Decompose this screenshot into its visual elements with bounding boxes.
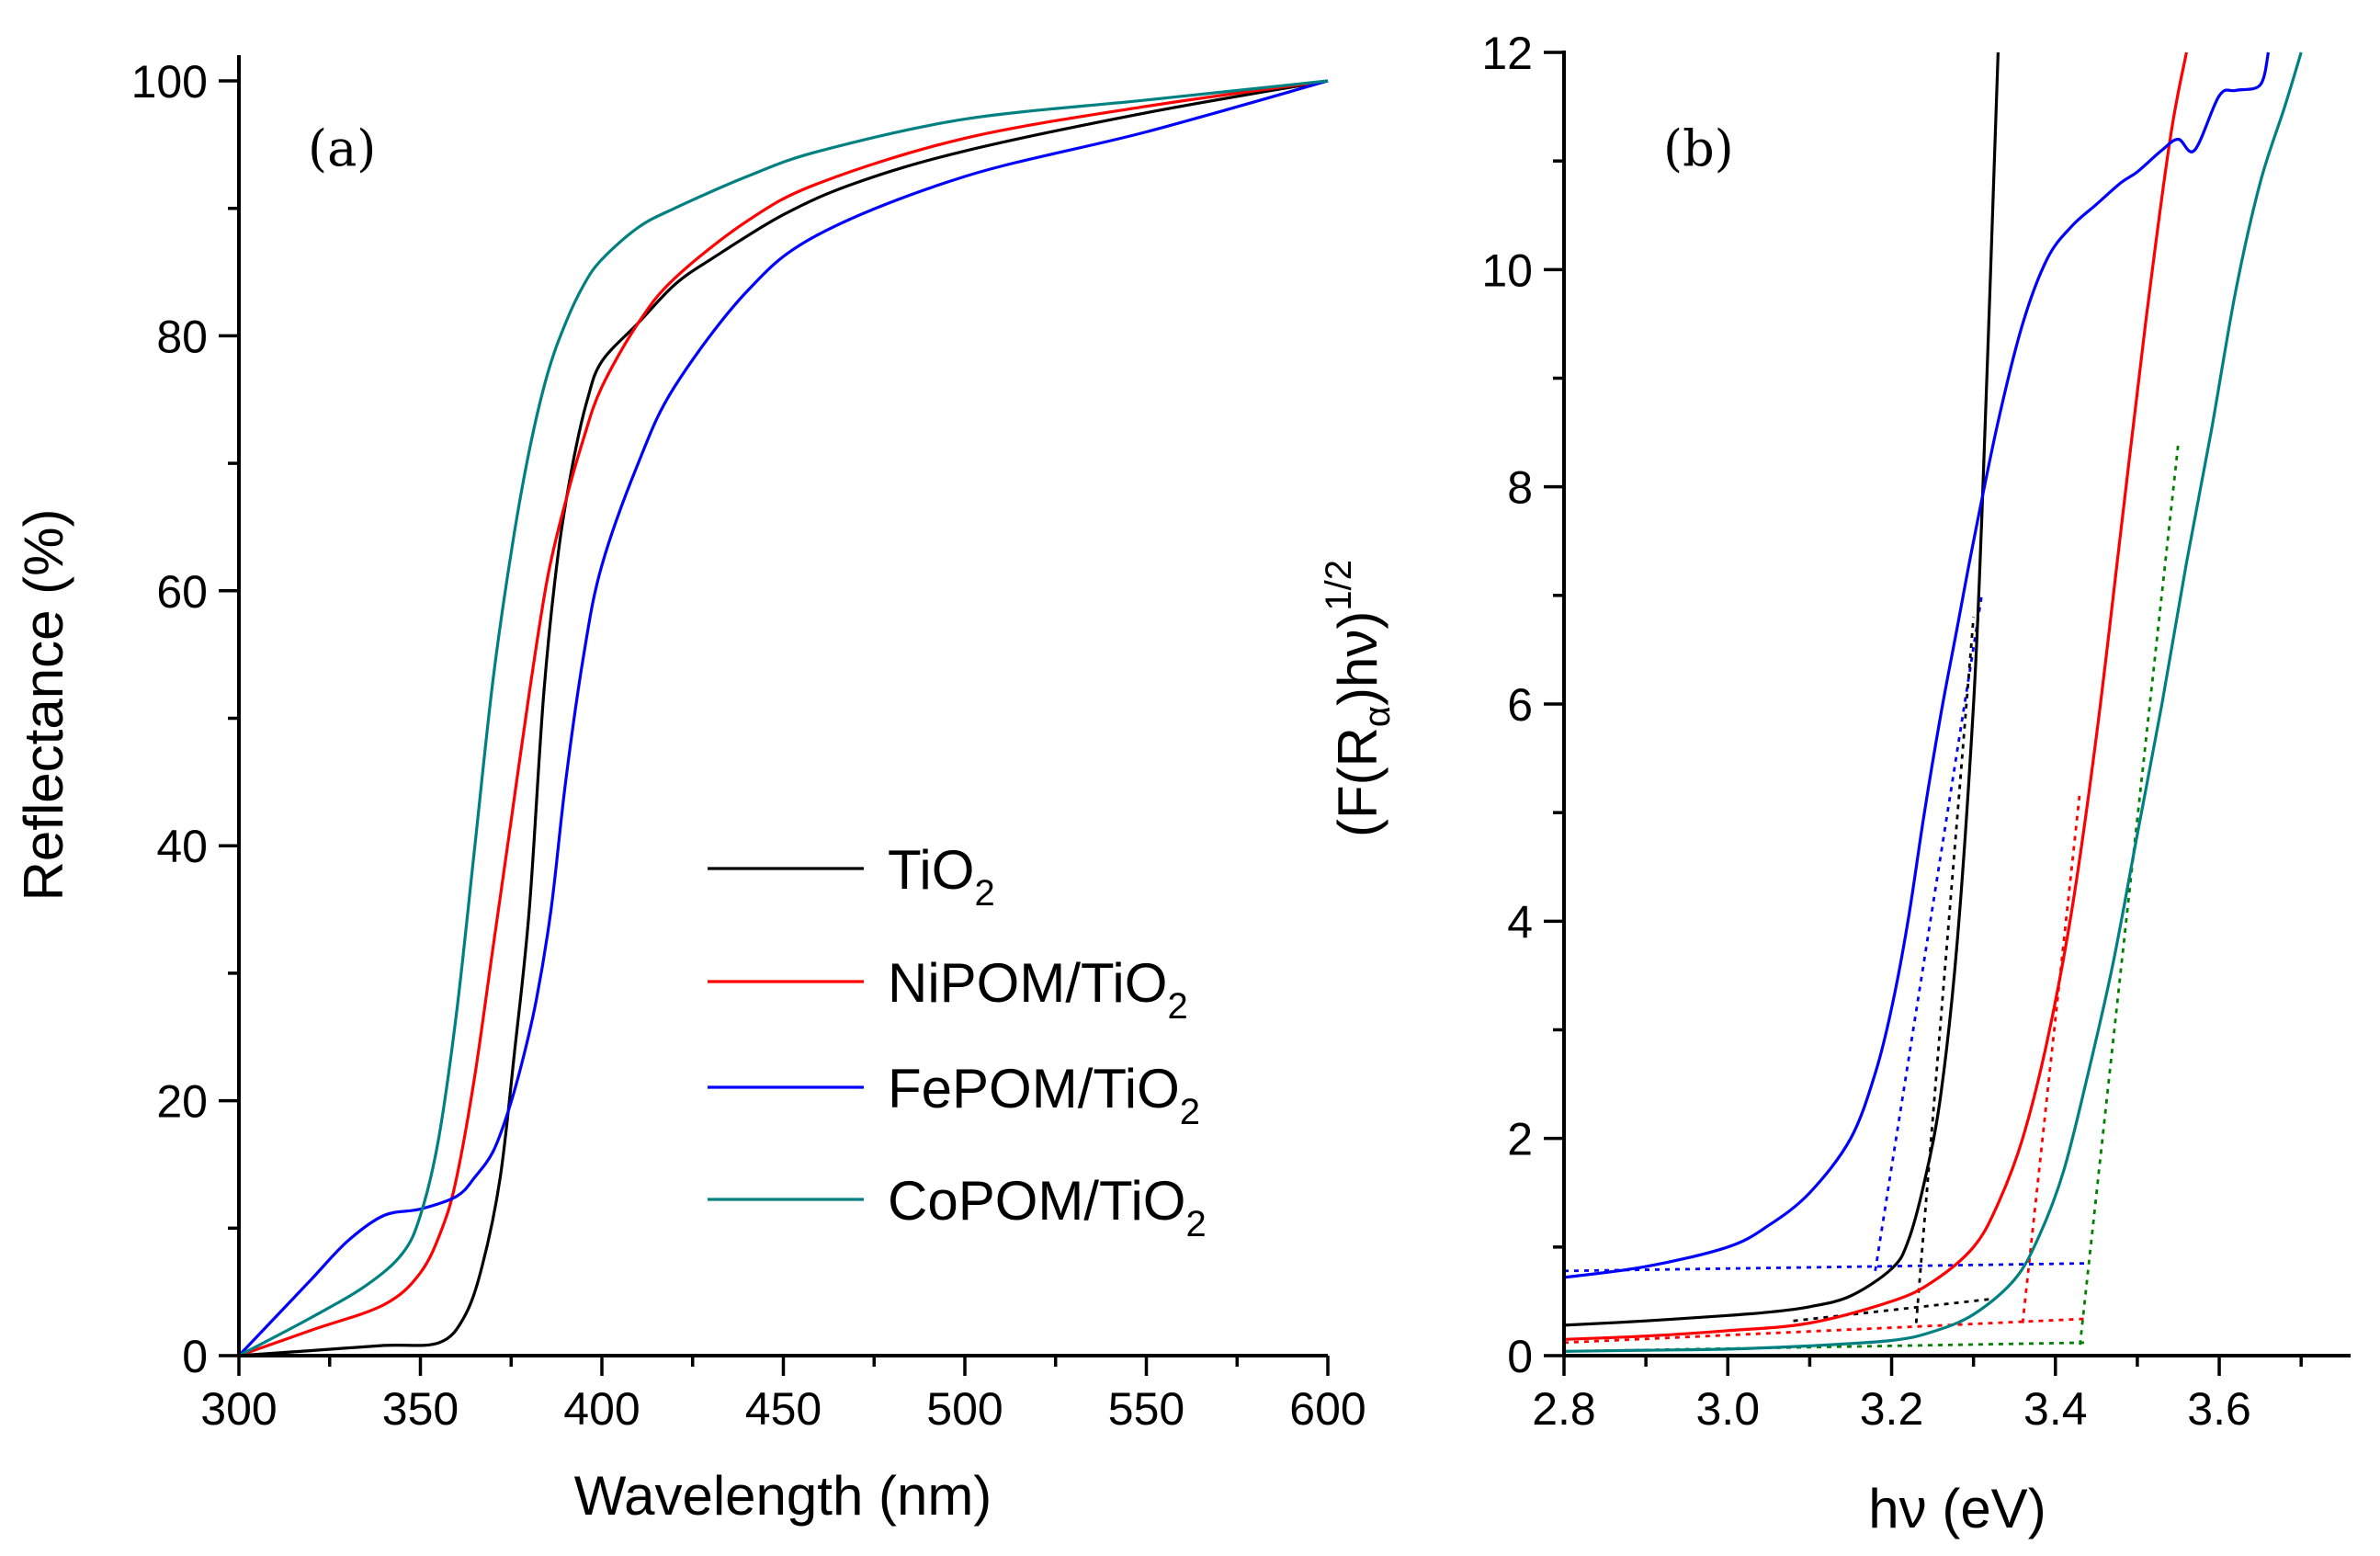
panel-a-x-tick-labels: 300 350 400 450 500 550 600 [200, 1383, 1366, 1435]
panel-b-y-tick-label: 8 [1507, 462, 1533, 514]
panel-a-label: (a) [308, 119, 376, 177]
panel-b-x-tick-labels: 2.8 3.0 3.2 3.4 3.6 [1532, 1383, 2251, 1435]
panel-a-y-axis-label: Reflectance (%) [13, 509, 74, 902]
panel-b-y-tick-label: 4 [1507, 896, 1533, 948]
panel-b-tangent-guide [1563, 1317, 2089, 1345]
panel-b-tangent-guide [1563, 1341, 2089, 1353]
legend-entry-tio2: TiO2 [708, 839, 995, 914]
legend-label-fepom: FePOM/TiO2 [888, 1058, 1200, 1132]
panel-a-x-tick-label: 350 [382, 1383, 459, 1435]
panel-b-x-tick-label: 3.6 [2187, 1383, 2251, 1435]
panel-a-x-tick-label: 600 [1289, 1383, 1366, 1435]
legend-label-tio2: TiO2 [888, 839, 995, 914]
panel-b-tangent-guide [2021, 790, 2081, 1323]
legend-entry-fepom: FePOM/TiO2 [708, 1058, 1200, 1132]
panel-a-y-tick-label: 80 [156, 311, 208, 362]
panel-b-y-tick-label: 10 [1481, 244, 1533, 296]
panel-b-label: (b) [1663, 119, 1734, 177]
panel-b-series-nipom-tio2 [1563, 51, 2188, 1341]
panel-b-y-tick-label: 2 [1507, 1114, 1533, 1165]
panel-a-x-tick-label: 550 [1108, 1383, 1184, 1435]
panel-b-tangent-guide [1563, 1262, 2089, 1273]
panel-a-legend: TiO2 NiPOM/TiO2 FePOM/TiO2 CoPOM/TiO2 [708, 839, 1207, 1244]
panel-a-x-tick-label: 450 [745, 1383, 822, 1435]
panel-b-x-tick-label: 3.0 [1696, 1383, 1761, 1435]
panel-b-series-copom-tio2 [1563, 51, 2303, 1353]
panel-b-y-tick-labels: 0 2 4 6 8 10 12 [1481, 28, 1533, 1382]
panel-b-y-tick-label: 0 [1507, 1331, 1533, 1382]
panel-b-tangent-guide [1914, 617, 1976, 1323]
panel-a-axes-frame [239, 55, 1328, 1356]
panel-a-series-copom-tio2 [238, 79, 1329, 1357]
panel-b-ticks [1544, 51, 2303, 1376]
panel-b-x-tick-label: 3.4 [2023, 1383, 2088, 1435]
panel-a-x-tick-label: 500 [926, 1383, 1003, 1435]
panel-a-y-tick-label: 40 [156, 821, 208, 872]
panel-a-y-tick-label: 20 [156, 1076, 208, 1128]
panel-a-y-tick-label: 60 [156, 566, 208, 618]
panel-b-tangent-guide [1793, 1298, 1990, 1323]
panel-b-y-axis-label: (F(Rα)hν)1/2 [1319, 560, 1398, 837]
panel-a-y-tick-label: 100 [131, 56, 208, 108]
panel-a-curves [237, 79, 1329, 1357]
panel-a-x-tick-label: 300 [200, 1383, 277, 1435]
panel-b-x-tick-label: 3.2 [1860, 1383, 1924, 1435]
panel-b-series-fepom-tio2 [1563, 51, 2271, 1279]
panel-a-series-nipom-tio2 [238, 79, 1329, 1357]
legend-entry-copom: CoPOM/TiO2 [708, 1170, 1207, 1244]
panel-a: 300 350 400 450 500 550 600 0 20 40 60 80 100 (a) W… [13, 55, 1366, 1527]
panel-a-x-tick-label: 400 [563, 1383, 640, 1435]
legend-label-nipom: NiPOM/TiO2 [888, 952, 1188, 1027]
panel-b-y-tick-label: 6 [1507, 679, 1533, 731]
panel-a-y-tick-label: 0 [182, 1331, 208, 1382]
panel-b: 2.8 3.0 3.2 3.4 3.6 0 2 4 6 8 10 12 (b) hν (eV) (F… [1319, 28, 2351, 1539]
panel-b-series-tio2 [1563, 51, 2000, 1327]
panel-b-tangent-guides [1563, 443, 2180, 1353]
panel-b-tangent-guide [1874, 595, 1983, 1272]
legend-label-copom: CoPOM/TiO2 [888, 1170, 1207, 1244]
panel-b-x-tick-label: 2.8 [1532, 1383, 1596, 1435]
panel-b-x-axis-label: hν (eV) [1868, 1478, 2046, 1539]
panel-a-series-tio2 [238, 79, 1329, 1357]
panel-a-series-fepom-tio2 [237, 79, 1329, 1357]
panel-a-x-axis-label: Wavelength (nm) [574, 1465, 992, 1527]
legend-entry-nipom: NiPOM/TiO2 [708, 952, 1188, 1027]
panel-b-y-tick-label: 12 [1481, 28, 1533, 79]
panel-b-curves [1563, 51, 2303, 1353]
panel-a-y-tick-labels: 0 20 40 60 80 100 [131, 56, 208, 1382]
panel-b-tangent-guide [2079, 443, 2180, 1346]
